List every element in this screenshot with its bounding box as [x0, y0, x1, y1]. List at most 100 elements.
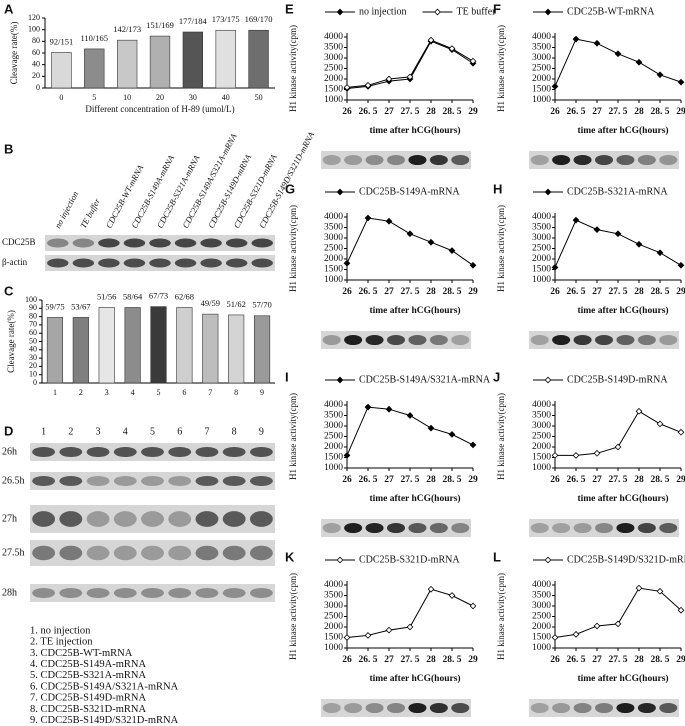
data-point [364, 403, 372, 411]
bar-label: 62/68 [175, 291, 194, 301]
y-tick-label: 1500 [532, 265, 551, 275]
x-tick-label: 26 [342, 107, 352, 117]
blot-band [174, 238, 197, 248]
legend-label: CDC25B-S149A/S321A-mRNA [359, 374, 491, 385]
blot-band [637, 522, 656, 534]
x-tick-label: 8 [234, 388, 238, 397]
y-tick-label: 3500 [532, 43, 551, 53]
y-tick-label: 1500 [324, 453, 343, 463]
blot-band [59, 545, 83, 561]
x-axis-label: time after hCG(hours) [369, 673, 460, 684]
blot-band [573, 702, 592, 714]
data-point [364, 214, 372, 222]
blot-band [530, 702, 549, 714]
lane-number: 9 [259, 426, 264, 437]
blot-band [408, 334, 427, 346]
x-tick-label: 28 [634, 475, 644, 485]
row-label: CDC25B [2, 237, 36, 247]
data-point [572, 216, 580, 224]
y-tick-label: 4000 [324, 212, 343, 222]
data-point [469, 57, 477, 65]
y-tick-label: 40 [32, 59, 40, 68]
blot-band [149, 258, 171, 268]
x-axis-label: time after hCG(hours) [369, 493, 460, 504]
data-point [635, 584, 643, 592]
y-tick-label: 4000 [532, 580, 551, 590]
blot-band [552, 702, 571, 714]
bar-label: 142/173 [113, 24, 141, 34]
x-tick-label: 10 [123, 93, 131, 102]
key-item: 7. CDC25B-S149D-mRNA [30, 693, 147, 704]
blot-band [59, 475, 83, 487]
legend-label: CDC25B-WT-mRNA [567, 6, 655, 17]
lane-number: 5 [150, 426, 155, 437]
row-label: 26h [2, 446, 17, 457]
data-point [427, 424, 435, 432]
y-tick-label: 100 [28, 24, 40, 33]
x-axis-label: time after hCG(hours) [369, 125, 460, 136]
x-tick-label: 27. 5 [609, 475, 628, 485]
blot-band [659, 522, 678, 534]
data-point [364, 81, 372, 89]
blot-band [168, 511, 192, 527]
blot-band [86, 475, 110, 487]
blot-band [365, 702, 384, 714]
y-axis-label: H1 kinase activity(cpm) [288, 205, 298, 292]
blot-band [637, 702, 656, 714]
data-point [448, 592, 456, 599]
y-tick-label: 3500 [324, 591, 343, 601]
y-tick-label: 2000 [324, 74, 343, 84]
y-tick-label: 0 [36, 83, 40, 92]
x-tick-label: 28. 5 [651, 107, 670, 117]
x-tick-label: 28 [634, 107, 644, 117]
key-item: 3. CDC25B-WT-mRNA [30, 648, 133, 659]
blot-band [141, 446, 164, 458]
data-point [593, 449, 601, 457]
x-tick-label: 27 [384, 475, 394, 485]
x-tick-label: 5 [92, 93, 96, 102]
blot-band [113, 587, 137, 599]
panel-letter: L [493, 549, 501, 564]
data-point [343, 452, 351, 459]
x-tick-label: 26. 5 [567, 107, 586, 117]
legend-marker [544, 376, 552, 384]
y-tick-label: 2000 [532, 74, 551, 84]
blot-band [32, 511, 56, 527]
blot-band [168, 587, 192, 599]
blot-band [573, 334, 592, 346]
blot-band [200, 258, 222, 268]
y-tick-label: 40 [29, 345, 37, 354]
series-line [554, 38, 682, 87]
data-point [551, 634, 559, 641]
legend-marker [336, 8, 344, 16]
panel-letter: H [493, 181, 502, 196]
x-axis-label: time after hCG(hours) [369, 305, 460, 316]
x-tick-label: 26. 5 [359, 475, 378, 485]
panel-letter: J [493, 369, 500, 384]
y-tick-label: 60 [32, 48, 40, 57]
blot-band [249, 446, 273, 458]
data-point [343, 259, 351, 267]
y-tick-label: 1000 [532, 463, 551, 473]
blot-band [195, 446, 219, 458]
row-label: β-actin [2, 257, 28, 267]
blot-band [249, 475, 273, 487]
bar-label: 173/175 [212, 14, 240, 24]
bar [124, 307, 141, 384]
data-point [635, 407, 643, 415]
data-point [614, 620, 622, 628]
blot-band [249, 587, 273, 599]
data-point [469, 441, 477, 449]
data-point [572, 630, 580, 638]
blot-band [573, 522, 592, 534]
blot-band [195, 511, 219, 527]
y-tick-label: 2000 [324, 442, 343, 452]
blot-band [47, 258, 69, 268]
data-point [427, 238, 435, 246]
blot-band [59, 511, 83, 527]
bar-label: 59/75 [45, 301, 64, 311]
blot-band [86, 446, 110, 458]
bar-label: 58/64 [123, 291, 143, 301]
lane-number: 6 [177, 426, 182, 437]
